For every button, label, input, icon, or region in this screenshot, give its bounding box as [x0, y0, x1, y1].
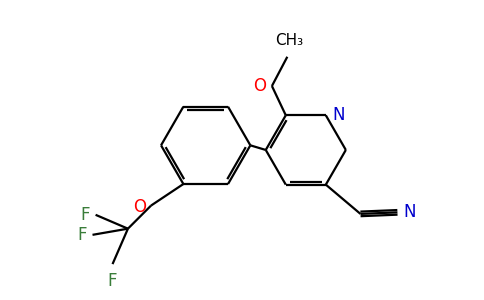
- Text: F: F: [108, 272, 117, 290]
- Text: F: F: [77, 226, 87, 244]
- Text: N: N: [332, 106, 345, 124]
- Text: F: F: [81, 206, 90, 224]
- Text: CH₃: CH₃: [275, 32, 303, 47]
- Text: O: O: [254, 77, 267, 95]
- Text: N: N: [404, 203, 416, 221]
- Text: O: O: [133, 198, 146, 216]
